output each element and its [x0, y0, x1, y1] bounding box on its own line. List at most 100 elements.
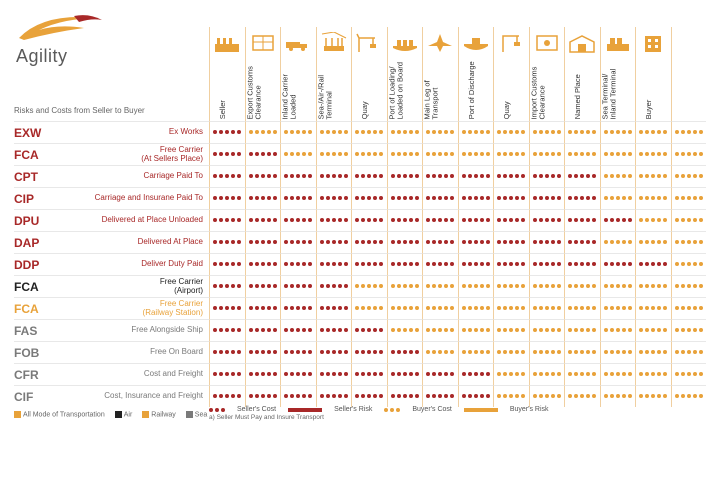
chart-cell: [351, 121, 387, 143]
term-FCA-1: FCAFree Carrier(At Sellers Place): [14, 143, 209, 165]
chart-cell: [671, 253, 707, 275]
chart-cell: [671, 319, 707, 341]
chart-cell: [209, 121, 245, 143]
chart-cell: [635, 341, 671, 363]
chart-cell: [422, 319, 458, 341]
chart-cell: [316, 209, 352, 231]
chart-cell: [316, 143, 352, 165]
chart-cell: [209, 143, 245, 165]
chart-cell: [351, 319, 387, 341]
chart-cell: [529, 253, 565, 275]
chart-cell: [458, 275, 494, 297]
stage-icon-12: [635, 27, 671, 59]
chart-cell: [600, 253, 636, 275]
chart-cell: [245, 187, 281, 209]
chart-cell: [422, 121, 458, 143]
term-CPT-2: CPTCarriage Paid To: [14, 165, 209, 187]
chart-cell: [387, 341, 423, 363]
mode-air-label: Air: [124, 411, 133, 418]
chart-cell: [316, 341, 352, 363]
chart-cell: [422, 363, 458, 385]
chart-cell: [280, 253, 316, 275]
term-EXW-0: EXWEx Works: [14, 121, 209, 143]
chart-cell: [422, 187, 458, 209]
chart-cell: [316, 275, 352, 297]
chart-cell: [635, 231, 671, 253]
chart-cell: [209, 253, 245, 275]
chart-cell: [209, 341, 245, 363]
chart-cell: [493, 187, 529, 209]
term-DAP-5: DAPDelivered At Place: [14, 231, 209, 253]
stage-header-7: Port of Discharge: [458, 59, 494, 121]
mode-air-swatch: [115, 411, 122, 418]
chart-cell: [245, 363, 281, 385]
chart-cell: [529, 297, 565, 319]
chart-cell: [209, 209, 245, 231]
chart-cell: [387, 165, 423, 187]
mode-all-label: All Mode of Transportation: [23, 411, 105, 418]
chart-cell: [316, 231, 352, 253]
chart-cell: [635, 143, 671, 165]
chart-cell: [564, 253, 600, 275]
chart-cell: [564, 319, 600, 341]
stage-icon-10: [564, 27, 600, 59]
chart-cell: [493, 209, 529, 231]
chart-cell: [493, 121, 529, 143]
stage-header-11: Sea Terminal/ Inland Terminal: [600, 59, 636, 121]
chart-cell: [564, 231, 600, 253]
chart-cell: [671, 209, 707, 231]
chart-cell: [245, 121, 281, 143]
chart-cell: [458, 253, 494, 275]
chart-cell: [564, 121, 600, 143]
chart-cell: [387, 231, 423, 253]
chart-cell: [564, 275, 600, 297]
chart-cell: [351, 209, 387, 231]
stage-icon-2: [280, 27, 316, 59]
stage-header-1: Export Customs Clearance: [245, 59, 281, 121]
chart-cell: [564, 363, 600, 385]
cost-risk-legend: Seller's Cost Seller's Risk Buyer's Cost…: [209, 406, 706, 413]
chart-grid: Risks and Costs from Seller to Buyer Sel…: [14, 27, 706, 407]
chart-cell: [387, 143, 423, 165]
chart-cell: [280, 341, 316, 363]
term-CIP-3: CIPCarriage and Insurane Paid To: [14, 187, 209, 209]
chart-cell: [529, 319, 565, 341]
term-CIF-12: CIFCost, Insurance and Freight: [14, 385, 209, 407]
chart-cell: [458, 319, 494, 341]
chart-cell: [209, 363, 245, 385]
chart-cell: [600, 231, 636, 253]
term-DPU-4: DPUDelivered at Place Unloaded: [14, 209, 209, 231]
chart-cell: [422, 143, 458, 165]
chart-cell: [245, 297, 281, 319]
chart-cell: [351, 363, 387, 385]
chart-cell: [564, 297, 600, 319]
stage-header-9: Import Customs Clearance: [529, 59, 565, 121]
chart-cell: [671, 165, 707, 187]
chart-cell: [316, 121, 352, 143]
chart-cell: [351, 253, 387, 275]
mode-rail-label: Railway: [151, 411, 176, 418]
chart-cell: [316, 319, 352, 341]
chart-cell: [600, 363, 636, 385]
chart-cell: [316, 385, 352, 407]
chart-cell: [600, 121, 636, 143]
footnote: a) Seller Must Pay and Insure Transport: [209, 414, 706, 421]
chart-cell: [600, 187, 636, 209]
chart-cell: [209, 319, 245, 341]
chart-cell: [671, 187, 707, 209]
chart-cell: [280, 385, 316, 407]
mode-all-swatch: [14, 411, 21, 418]
chart-cell: [635, 385, 671, 407]
stage-icon-1: [245, 27, 281, 59]
stage-icon-pad: [671, 27, 707, 59]
stage-header-5: Port of Loading/ Loaded on Board: [387, 59, 423, 121]
chart-cell: [422, 253, 458, 275]
header-spacer: [14, 27, 209, 59]
chart-cell: [458, 231, 494, 253]
stage-icon-4: [351, 27, 387, 59]
incoterms-chart: Agility Risks and Costs from Seller to B…: [0, 0, 720, 427]
chart-cell: [493, 297, 529, 319]
chart-cell: [529, 231, 565, 253]
chart-cell: [529, 209, 565, 231]
stage-icon-6: [422, 27, 458, 59]
